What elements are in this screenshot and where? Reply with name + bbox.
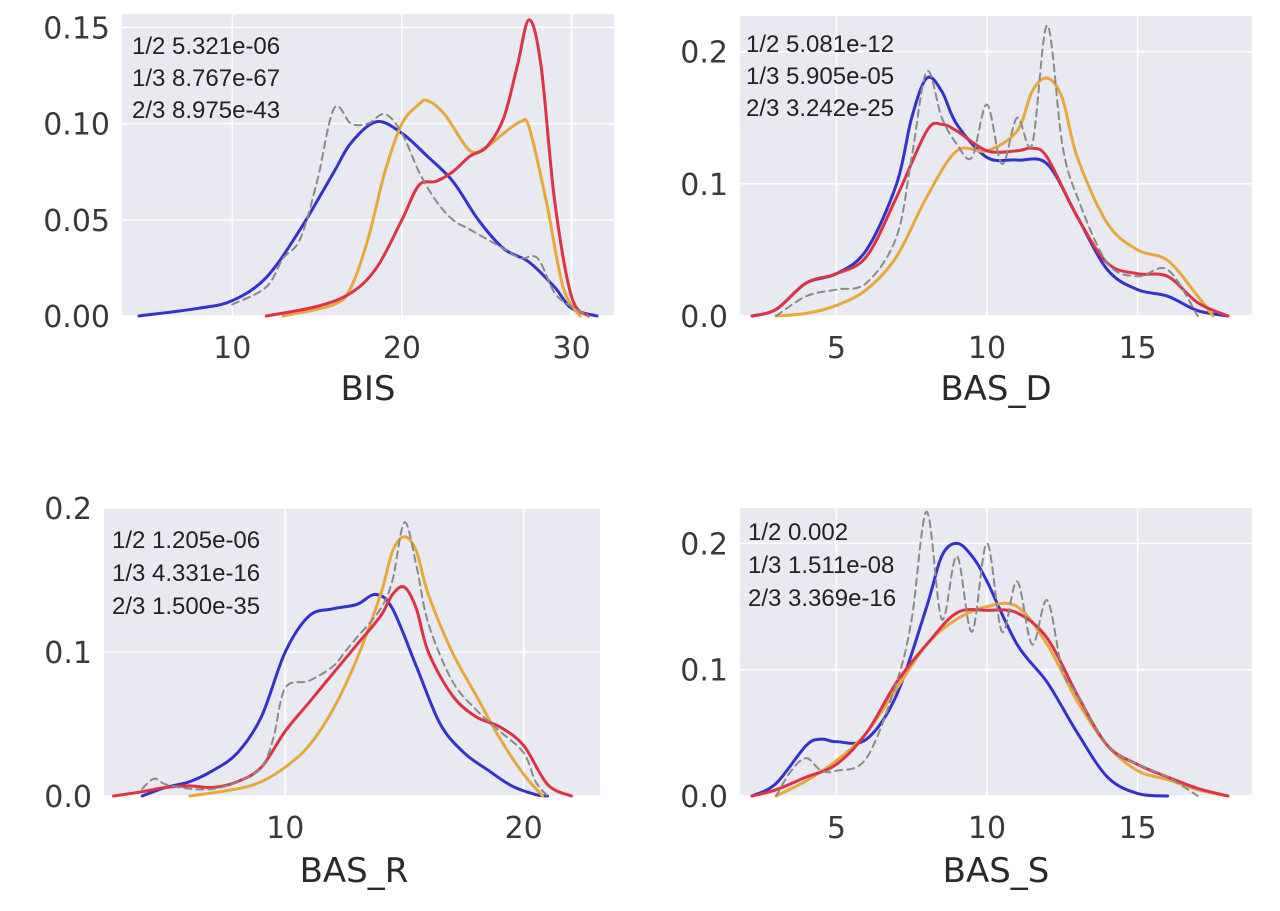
annotation-line-1: 1/2 1.205e-06 <box>112 527 260 554</box>
y-tick-label: 0.0 <box>680 300 728 335</box>
x-tick-label: 5 <box>827 331 846 366</box>
y-tick-label: 0.10 <box>43 108 110 143</box>
annotation-line-3: 2/3 1.500e-35 <box>112 593 260 620</box>
density-line-overall <box>775 24 1199 317</box>
panel-bas-s: 0.0 0.1 0.2 5 10 15 BAS_S 1/2 0.002 1/3 1.51… <box>680 508 1252 891</box>
x-axis-label: BIS <box>341 369 396 409</box>
panel-bas-d: 0.0 0.1 0.2 5 10 15 BAS_D 1/2 5.081e-12 1/3 … <box>680 16 1252 409</box>
annotation-line-2: 1/3 4.331e-16 <box>112 560 260 587</box>
density-line-overall <box>141 521 549 797</box>
y-tick-label: 0.15 <box>43 11 110 46</box>
y-ticks: 0.00 0.05 0.10 0.15 <box>43 11 110 335</box>
annotation-line-2: 1/3 8.767e-67 <box>132 65 280 92</box>
density-line-group-1 <box>750 541 1170 798</box>
panel-bas-r: 0.0 0.1 0.2 10 20 BAS_R 1/2 1.205e-06 1/3 4… <box>44 492 600 891</box>
grid-lines <box>104 507 600 797</box>
x-tick-label: 10 <box>266 811 304 846</box>
y-ticks: 0.0 0.1 0.2 <box>680 527 728 815</box>
annotation-line-3: 2/3 8.975e-43 <box>132 97 280 124</box>
x-axis-label: BAS_D <box>940 369 1051 409</box>
x-tick-label: 15 <box>1118 811 1156 846</box>
y-tick-label: 0.1 <box>680 168 728 203</box>
x-tick-label: 10 <box>968 811 1006 846</box>
series-layer <box>137 18 599 318</box>
grid-lines <box>740 16 1252 317</box>
annotation-line-3: 2/3 3.242e-25 <box>746 95 894 122</box>
density-line-group-1 <box>140 592 550 798</box>
series-layer <box>750 24 1230 318</box>
plot-area <box>740 16 1252 316</box>
annotation-line-2: 1/3 5.905e-05 <box>746 63 894 90</box>
x-axis-label: BAS_S <box>943 851 1050 891</box>
density-line-group-3 <box>750 121 1230 318</box>
density-line-group-2 <box>188 535 545 798</box>
y-ticks: 0.0 0.1 0.2 <box>44 492 92 815</box>
density-line-group-2 <box>774 76 1215 318</box>
annotation-line-3: 2/3 3.369e-16 <box>748 585 896 612</box>
series-layer <box>750 510 1230 798</box>
x-ticks: 5 10 15 <box>827 811 1157 846</box>
density-line-group-3 <box>264 18 591 318</box>
density-line-overall <box>231 105 590 317</box>
x-ticks: 10 20 30 <box>213 331 590 366</box>
x-ticks: 10 20 <box>266 811 543 846</box>
y-tick-label: 0.0 <box>680 780 728 815</box>
annotation-line-1: 1/2 0.002 <box>748 519 848 546</box>
density-line-group-2 <box>281 98 582 318</box>
x-tick-label: 30 <box>552 331 590 366</box>
y-tick-label: 0.00 <box>43 300 110 335</box>
series-layer <box>112 521 573 798</box>
plot-area <box>740 508 1252 796</box>
y-tick-label: 0.2 <box>44 492 92 527</box>
y-tick-label: 0.2 <box>680 527 728 562</box>
x-tick-label: 15 <box>1118 331 1156 366</box>
annotation-line-1: 1/2 5.321e-06 <box>132 33 280 60</box>
x-tick-label: 20 <box>383 331 421 366</box>
x-tick-label: 10 <box>968 331 1006 366</box>
y-ticks: 0.0 0.1 0.2 <box>680 36 728 335</box>
panel-bis: 0.00 0.05 0.10 0.15 10 20 30 BIS 1/2 5.321e-0… <box>43 11 614 409</box>
y-tick-label: 0.1 <box>680 654 728 689</box>
x-axis-label: BAS_R <box>300 851 409 891</box>
density-line-overall <box>775 510 1199 797</box>
y-tick-label: 0.05 <box>43 204 110 239</box>
y-tick-label: 0.1 <box>44 636 92 671</box>
annotation-line-1: 1/2 5.081e-12 <box>746 31 894 58</box>
x-ticks: 5 10 15 <box>827 331 1157 366</box>
y-tick-label: 0.0 <box>44 780 92 815</box>
density-line-group-2 <box>774 601 1230 798</box>
annotation-line-2: 1/3 1.511e-08 <box>748 552 894 579</box>
x-tick-label: 10 <box>213 331 251 366</box>
x-tick-label: 5 <box>827 811 846 846</box>
x-tick-label: 20 <box>505 811 543 846</box>
y-tick-label: 0.2 <box>680 36 728 71</box>
